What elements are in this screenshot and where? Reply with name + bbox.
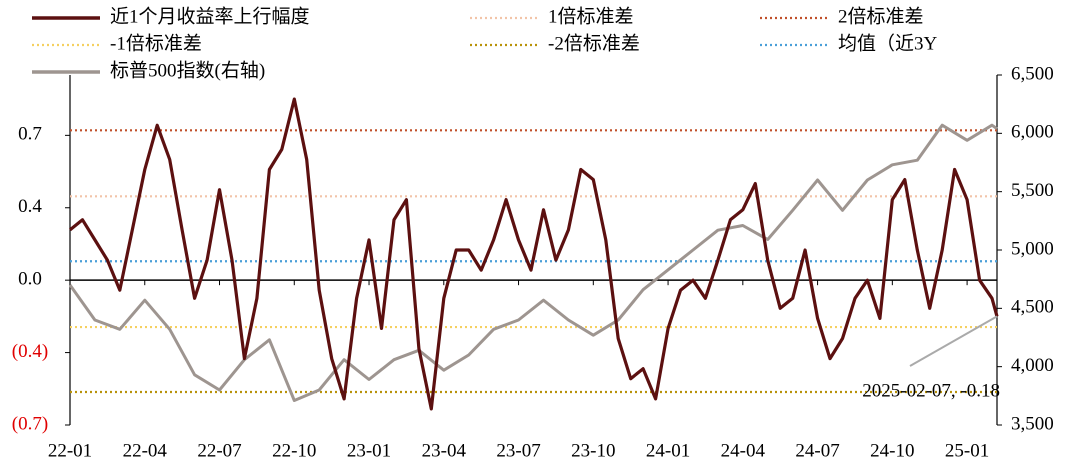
x-tick-label: 22-04: [123, 440, 168, 461]
legend-label: -2倍标准差: [548, 32, 640, 54]
annotation: 2025-02-07, -0.18: [862, 380, 1000, 401]
legend-label: 1倍标准差: [548, 5, 634, 27]
y-tick-label: (0.4): [12, 341, 48, 362]
y-tick-label: 0.4: [18, 196, 42, 217]
y2-tick-label: 4,500: [1011, 297, 1054, 318]
data-line: [68, 97, 999, 411]
x-tick-label: 24-10: [870, 440, 914, 461]
x-tick-label: 24-01: [646, 440, 690, 461]
x-tick-label: 23-01: [347, 440, 391, 461]
y-tick-label: 0.7: [18, 124, 42, 145]
y2-tick-label: 4,000: [1011, 355, 1054, 376]
y2-tick-label: 3,500: [1011, 413, 1054, 434]
annotation-leader: [909, 315, 998, 367]
y-tick-label: 0.0: [18, 269, 42, 290]
y2-tick-label: 5,500: [1011, 180, 1054, 201]
legend-label: -1倍标准差: [110, 32, 202, 54]
legend-label: 近1个月收益率上行幅度: [110, 5, 310, 27]
x-tick-label: 23-04: [422, 440, 467, 461]
y2-tick-label: 6,500: [1011, 63, 1054, 84]
x-tick-label: 23-07: [496, 440, 540, 461]
x-tick-label: 22-07: [197, 440, 241, 461]
legend-label: 均值（近3Y: [838, 32, 938, 54]
x-tick-label: 22-10: [272, 440, 316, 461]
y2-tick-label: 5,000: [1011, 238, 1054, 259]
y2-tick-label: 6,000: [1011, 122, 1054, 143]
legend-label: 2倍标准差: [838, 5, 924, 27]
x-tick-label: 23-10: [571, 440, 615, 461]
x-tick-label: 24-07: [795, 440, 839, 461]
legend-label: 标普500指数(右轴): [110, 59, 265, 81]
x-tick-label: 22-01: [48, 440, 92, 461]
x-tick-label: 24-04: [721, 440, 766, 461]
y-tick-label: (0.7): [12, 413, 48, 434]
x-tick-label: 25-01: [945, 440, 989, 461]
data-line: [68, 123, 998, 402]
